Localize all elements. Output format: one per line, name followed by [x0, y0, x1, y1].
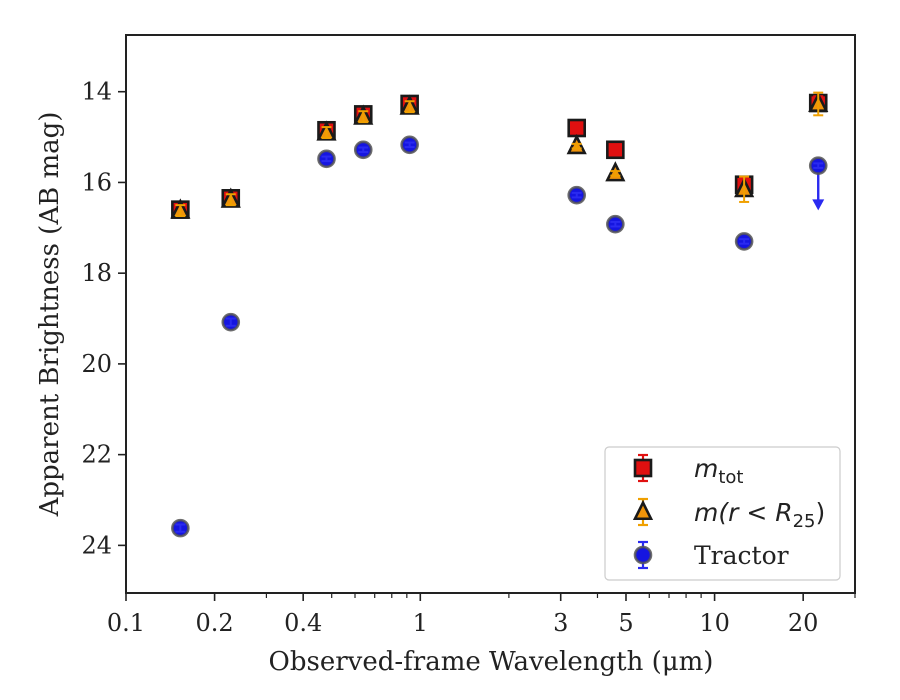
legend-label: Tractor: [694, 541, 789, 570]
legend-marker: [633, 545, 653, 565]
x-tick-label: 1: [413, 609, 428, 637]
y-tick-label: 16: [81, 168, 112, 196]
x-tick-label: 0.1: [107, 609, 145, 637]
legend-marker: [632, 499, 654, 521]
y-tick-label: 22: [81, 441, 112, 469]
legend-box: [604, 446, 841, 581]
x-tick-label: 5: [618, 609, 633, 637]
axis-ticks: 0.1 0.2 0.4 1 3 5 10 20 14 16 18 20 22 24: [81, 78, 856, 637]
y-tick-label: 14: [81, 78, 112, 106]
x-tick-label: 0.2: [196, 609, 234, 637]
legend-label: mtot: [694, 454, 744, 488]
y-tick-label: 18: [81, 259, 112, 287]
x-tick-label: 3: [553, 609, 568, 637]
series-1: [170, 91, 829, 219]
x-tick-label: 0.4: [284, 609, 322, 637]
legend-marker: [633, 458, 653, 478]
legend: mtot m(r < R25) Tractor: [604, 446, 841, 581]
y-tick-label: 20: [81, 350, 112, 378]
x-axis-label: Observed-frame Wavelength (μm): [269, 647, 714, 677]
series-2: [171, 135, 828, 538]
x-tick-label: 10: [699, 609, 730, 637]
data-marks: [170, 91, 829, 538]
y-tick-label: 24: [81, 531, 112, 559]
legend-label: m(r < R25): [694, 498, 825, 532]
y-axis-label: Apparent Brightness (AB mag): [35, 112, 65, 518]
x-tick-label: 20: [788, 609, 819, 637]
upper-limit-arrow: [812, 199, 825, 211]
